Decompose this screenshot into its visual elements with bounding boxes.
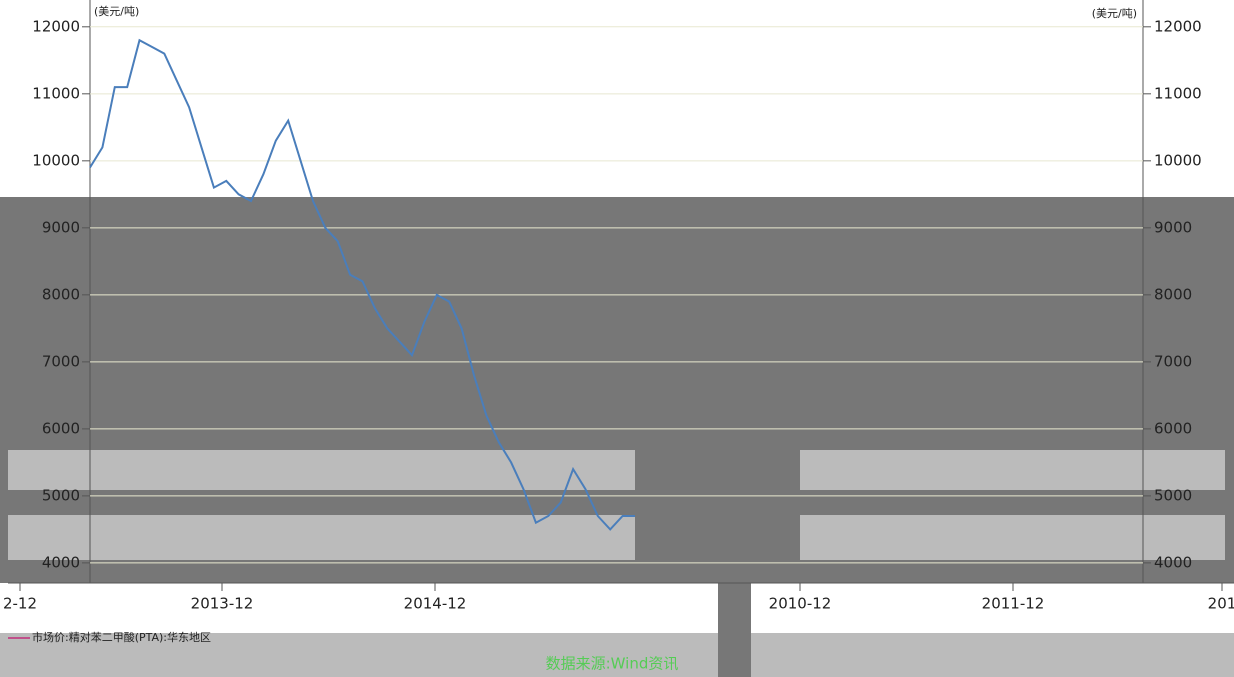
x-tick-label: 201 (1208, 595, 1234, 613)
y2-tick-label: 5000 (1154, 486, 1192, 504)
y-tick-label: 7000 (42, 352, 80, 370)
glitch-band (800, 450, 1225, 490)
chart: (美元/吨) (美元/吨) 市场价:精对苯二甲酸(PTA):华东地区 数据来源:… (0, 0, 1234, 677)
axis-area (0, 583, 718, 633)
y2-tick-label: 12000 (1154, 17, 1202, 35)
glitch-band (8, 515, 635, 560)
y2-tick-label: 4000 (1154, 553, 1192, 571)
y-tick-label: 4000 (42, 553, 80, 571)
y2-tick-label: 6000 (1154, 419, 1192, 437)
glitch-band (718, 583, 751, 677)
y2-tick-label: 11000 (1154, 84, 1202, 102)
y2-unit: (美元/吨) (1092, 7, 1137, 20)
x-tick-label: 2014-12 (404, 595, 467, 613)
y-tick-label: 11000 (32, 84, 80, 102)
x-tick-label: 2013-12 (191, 595, 254, 613)
x-tick-label: 2010-12 (769, 595, 832, 613)
y-tick-label: 6000 (42, 419, 80, 437)
x-tick-label: 2011-12 (982, 595, 1045, 613)
y2-tick-label: 10000 (1154, 151, 1202, 169)
y-tick-label: 8000 (42, 285, 80, 303)
y-unit: (美元/吨) (94, 5, 139, 18)
y-tick-label: 10000 (32, 151, 80, 169)
legend-label: 市场价:精对苯二甲酸(PTA):华东地区 (32, 630, 211, 644)
watermark: 数据来源:Wind资讯 (546, 655, 679, 673)
y2-tick-label: 8000 (1154, 285, 1192, 303)
x-tick-label: 2-12 (3, 595, 37, 613)
y-tick-label: 9000 (42, 218, 80, 236)
y2-tick-label: 9000 (1154, 218, 1192, 236)
y-tick-label: 5000 (42, 486, 80, 504)
y-tick-label: 12000 (32, 17, 80, 35)
y2-tick-label: 7000 (1154, 352, 1192, 370)
glitch-band (8, 450, 635, 490)
